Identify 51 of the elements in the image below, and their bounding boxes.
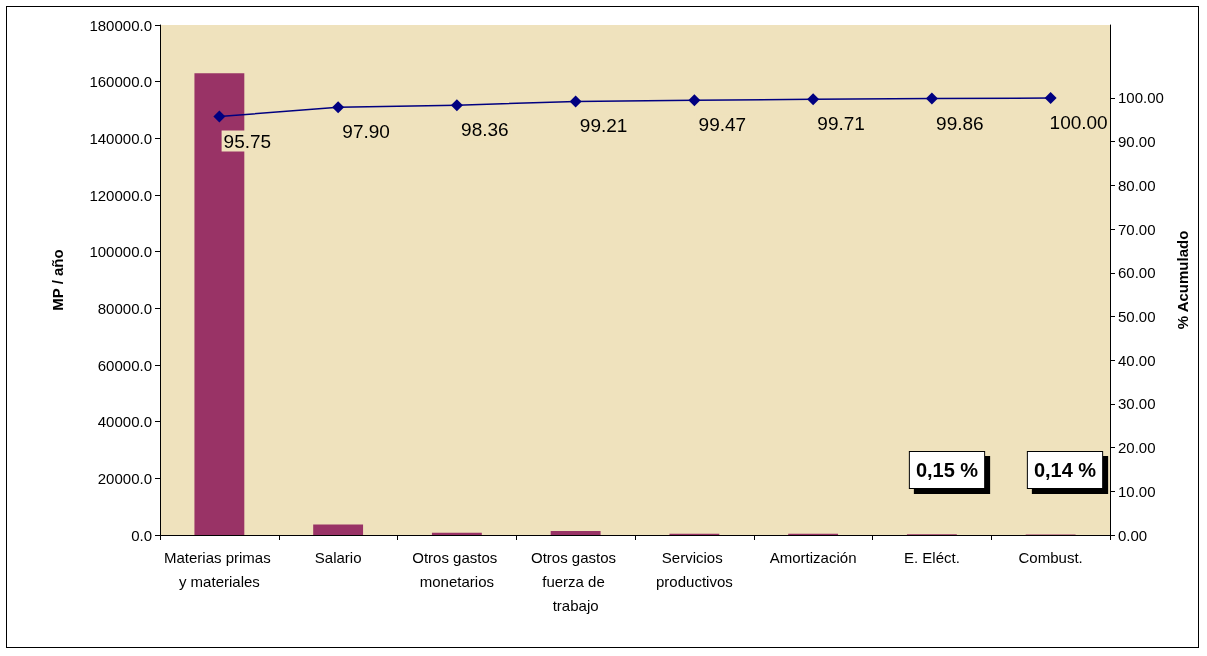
x-tick-label: E. Eléct.: [903, 548, 960, 566]
y-tick-label: 20000.0: [97, 469, 152, 487]
x-tick-label: Otros gastos monetarios: [412, 548, 502, 590]
data-label: 97.90: [342, 121, 390, 143]
y2-tick-label: 90.00: [1118, 133, 1156, 151]
y2-tick-label: 50.00: [1118, 307, 1156, 325]
bar: [550, 531, 601, 535]
annotation: 0,14 %: [1033, 459, 1097, 481]
data-label: 98.36: [461, 119, 509, 141]
y2-tick-label: 20.00: [1118, 439, 1156, 457]
point: [1044, 91, 1057, 104]
data-label: 99.71: [817, 113, 865, 135]
x-tick-label: Amortización: [769, 548, 857, 566]
point: [688, 94, 701, 107]
y2-tick-label: 30.00: [1118, 395, 1156, 413]
y-axis-title: MP / año: [49, 249, 66, 311]
y-tick-label: 100000.0: [89, 243, 152, 261]
point: [213, 110, 226, 123]
y-tick-label: 160000.0: [89, 73, 152, 91]
point: [332, 101, 345, 114]
x-tick-label: Materias primas y materiales: [163, 548, 275, 590]
y-tick-label: 180000.0: [89, 16, 152, 34]
data-label: 100.00: [1049, 111, 1108, 133]
data-label: 99.86: [936, 112, 984, 134]
x-tick-label: Otros gastos fuerza de trabajo: [531, 548, 621, 614]
data-label: 99.47: [698, 114, 747, 136]
y-tick-label: 140000.0: [89, 129, 152, 147]
x-tick-label: Combust.: [1018, 548, 1083, 566]
y2-tick-label: 40.00: [1118, 351, 1156, 369]
y-tick-label: 60000.0: [97, 356, 152, 374]
y2-tick-label: 0.00: [1118, 526, 1148, 544]
y2-tick-label: 80.00: [1118, 176, 1156, 194]
x-tick-label: Salario: [314, 548, 362, 566]
bar: [313, 524, 364, 535]
data-label: 95.75: [223, 130, 272, 152]
y-tick-label: 0.0: [131, 526, 152, 544]
point: [925, 92, 938, 105]
annotation: 0,15 %: [915, 459, 979, 481]
y-tick-label: 120000.0: [89, 186, 152, 204]
point: [569, 95, 582, 108]
data-label: 99.21: [579, 115, 628, 137]
y-tick-label: 40000.0: [97, 413, 152, 431]
y2-tick-label: 70.00: [1118, 220, 1156, 238]
x-tick-label: Servicios productivos: [656, 548, 733, 590]
y2-tick-label: 60.00: [1118, 264, 1156, 282]
y2-axis-title: % Acumulado: [1173, 230, 1191, 330]
point: [807, 93, 820, 106]
y2-tick-label: 10.00: [1118, 482, 1156, 500]
point: [450, 99, 463, 112]
y2-tick-label: 100.00: [1118, 89, 1164, 107]
y-tick-label: 80000.0: [97, 299, 152, 317]
